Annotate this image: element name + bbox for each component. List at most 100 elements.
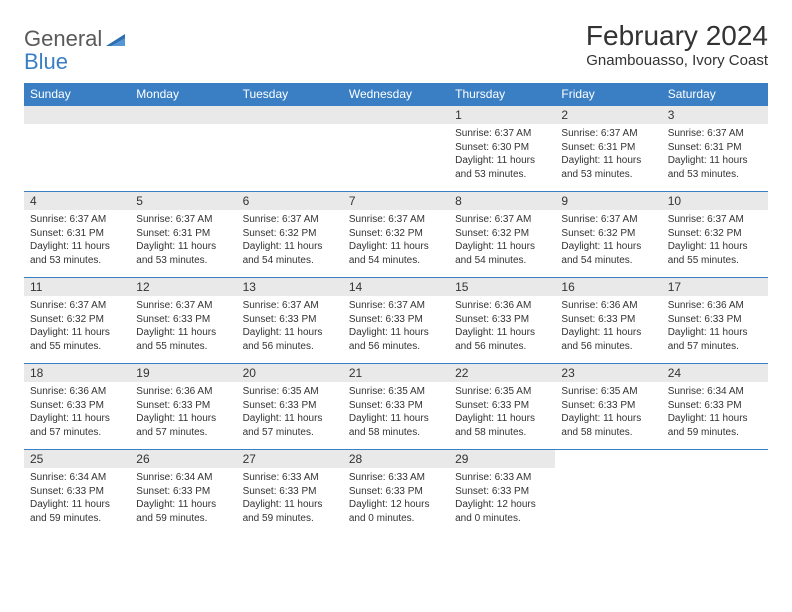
- day-number-empty: [555, 450, 661, 468]
- col-thursday: Thursday: [449, 83, 555, 106]
- day-details: Sunrise: 6:34 AMSunset: 6:33 PMDaylight:…: [662, 382, 768, 443]
- calendar-cell: 9Sunrise: 6:37 AMSunset: 6:32 PMDaylight…: [555, 192, 661, 278]
- col-tuesday: Tuesday: [237, 83, 343, 106]
- calendar-cell: 5Sunrise: 6:37 AMSunset: 6:31 PMDaylight…: [130, 192, 236, 278]
- day-number: 11: [24, 278, 130, 296]
- day-number: 29: [449, 450, 555, 468]
- day-number: 13: [237, 278, 343, 296]
- logo-triangle-icon: [106, 29, 126, 51]
- calendar-cell: 15Sunrise: 6:36 AMSunset: 6:33 PMDayligh…: [449, 278, 555, 364]
- calendar-cell: [662, 450, 768, 536]
- calendar-cell: 14Sunrise: 6:37 AMSunset: 6:33 PMDayligh…: [343, 278, 449, 364]
- calendar-cell: 11Sunrise: 6:37 AMSunset: 6:32 PMDayligh…: [24, 278, 130, 364]
- day-number: 6: [237, 192, 343, 210]
- day-number: 1: [449, 106, 555, 124]
- day-details: Sunrise: 6:35 AMSunset: 6:33 PMDaylight:…: [237, 382, 343, 443]
- day-number: 22: [449, 364, 555, 382]
- day-number: 24: [662, 364, 768, 382]
- calendar-cell: 19Sunrise: 6:36 AMSunset: 6:33 PMDayligh…: [130, 364, 236, 450]
- calendar-cell: 21Sunrise: 6:35 AMSunset: 6:33 PMDayligh…: [343, 364, 449, 450]
- day-details: Sunrise: 6:37 AMSunset: 6:32 PMDaylight:…: [237, 210, 343, 271]
- calendar-cell: [555, 450, 661, 536]
- location-subtitle: Gnambouasso, Ivory Coast: [586, 52, 768, 69]
- calendar-week-row: 4Sunrise: 6:37 AMSunset: 6:31 PMDaylight…: [24, 192, 768, 278]
- day-number: 4: [24, 192, 130, 210]
- calendar-cell: 10Sunrise: 6:37 AMSunset: 6:32 PMDayligh…: [662, 192, 768, 278]
- calendar-cell: 20Sunrise: 6:35 AMSunset: 6:33 PMDayligh…: [237, 364, 343, 450]
- calendar-table: Sunday Monday Tuesday Wednesday Thursday…: [24, 83, 768, 536]
- day-details: Sunrise: 6:37 AMSunset: 6:31 PMDaylight:…: [24, 210, 130, 271]
- day-number: 19: [130, 364, 236, 382]
- day-details: Sunrise: 6:37 AMSunset: 6:32 PMDaylight:…: [555, 210, 661, 271]
- day-number-empty: [343, 106, 449, 124]
- day-number-empty: [662, 450, 768, 468]
- day-details: Sunrise: 6:37 AMSunset: 6:33 PMDaylight:…: [237, 296, 343, 357]
- day-details: Sunrise: 6:34 AMSunset: 6:33 PMDaylight:…: [24, 468, 130, 529]
- day-details: Sunrise: 6:34 AMSunset: 6:33 PMDaylight:…: [130, 468, 236, 529]
- day-number: 7: [343, 192, 449, 210]
- day-details: Sunrise: 6:36 AMSunset: 6:33 PMDaylight:…: [449, 296, 555, 357]
- day-details: Sunrise: 6:37 AMSunset: 6:31 PMDaylight:…: [662, 124, 768, 185]
- col-sunday: Sunday: [24, 83, 130, 106]
- calendar-cell: 29Sunrise: 6:33 AMSunset: 6:33 PMDayligh…: [449, 450, 555, 536]
- day-details: Sunrise: 6:33 AMSunset: 6:33 PMDaylight:…: [343, 468, 449, 529]
- calendar-cell: 24Sunrise: 6:34 AMSunset: 6:33 PMDayligh…: [662, 364, 768, 450]
- day-number: 18: [24, 364, 130, 382]
- day-number: 9: [555, 192, 661, 210]
- day-number: 10: [662, 192, 768, 210]
- day-details: Sunrise: 6:33 AMSunset: 6:33 PMDaylight:…: [237, 468, 343, 529]
- day-details: Sunrise: 6:35 AMSunset: 6:33 PMDaylight:…: [555, 382, 661, 443]
- col-monday: Monday: [130, 83, 236, 106]
- calendar-cell: 6Sunrise: 6:37 AMSunset: 6:32 PMDaylight…: [237, 192, 343, 278]
- calendar-cell: 28Sunrise: 6:33 AMSunset: 6:33 PMDayligh…: [343, 450, 449, 536]
- day-details: Sunrise: 6:35 AMSunset: 6:33 PMDaylight:…: [449, 382, 555, 443]
- day-details: Sunrise: 6:37 AMSunset: 6:30 PMDaylight:…: [449, 124, 555, 185]
- calendar-week-row: 25Sunrise: 6:34 AMSunset: 6:33 PMDayligh…: [24, 450, 768, 536]
- calendar-week-row: 11Sunrise: 6:37 AMSunset: 6:32 PMDayligh…: [24, 278, 768, 364]
- calendar-cell: 8Sunrise: 6:37 AMSunset: 6:32 PMDaylight…: [449, 192, 555, 278]
- day-number: 27: [237, 450, 343, 468]
- calendar-cell: [343, 106, 449, 192]
- calendar-cell: 4Sunrise: 6:37 AMSunset: 6:31 PMDaylight…: [24, 192, 130, 278]
- calendar-cell: 17Sunrise: 6:36 AMSunset: 6:33 PMDayligh…: [662, 278, 768, 364]
- day-details: Sunrise: 6:37 AMSunset: 6:32 PMDaylight:…: [662, 210, 768, 271]
- day-details: Sunrise: 6:37 AMSunset: 6:32 PMDaylight:…: [24, 296, 130, 357]
- calendar-cell: 2Sunrise: 6:37 AMSunset: 6:31 PMDaylight…: [555, 106, 661, 192]
- weekday-header-row: Sunday Monday Tuesday Wednesday Thursday…: [24, 83, 768, 106]
- calendar-cell: 26Sunrise: 6:34 AMSunset: 6:33 PMDayligh…: [130, 450, 236, 536]
- col-saturday: Saturday: [662, 83, 768, 106]
- day-details: Sunrise: 6:37 AMSunset: 6:31 PMDaylight:…: [555, 124, 661, 185]
- day-details: Sunrise: 6:37 AMSunset: 6:32 PMDaylight:…: [343, 210, 449, 271]
- day-number-empty: [24, 106, 130, 124]
- day-details: Sunrise: 6:37 AMSunset: 6:33 PMDaylight:…: [343, 296, 449, 357]
- calendar-cell: 7Sunrise: 6:37 AMSunset: 6:32 PMDaylight…: [343, 192, 449, 278]
- calendar-cell: 3Sunrise: 6:37 AMSunset: 6:31 PMDaylight…: [662, 106, 768, 192]
- calendar-cell: 23Sunrise: 6:35 AMSunset: 6:33 PMDayligh…: [555, 364, 661, 450]
- day-details: Sunrise: 6:36 AMSunset: 6:33 PMDaylight:…: [130, 382, 236, 443]
- calendar-cell: 12Sunrise: 6:37 AMSunset: 6:33 PMDayligh…: [130, 278, 236, 364]
- calendar-cell: 25Sunrise: 6:34 AMSunset: 6:33 PMDayligh…: [24, 450, 130, 536]
- logo: GeneralBlue: [24, 28, 126, 73]
- day-number-empty: [130, 106, 236, 124]
- page-title: February 2024: [586, 20, 768, 52]
- calendar-cell: [237, 106, 343, 192]
- calendar-cell: 22Sunrise: 6:35 AMSunset: 6:33 PMDayligh…: [449, 364, 555, 450]
- day-details: Sunrise: 6:36 AMSunset: 6:33 PMDaylight:…: [24, 382, 130, 443]
- day-details: Sunrise: 6:37 AMSunset: 6:33 PMDaylight:…: [130, 296, 236, 357]
- day-details: Sunrise: 6:37 AMSunset: 6:31 PMDaylight:…: [130, 210, 236, 271]
- calendar-cell: [130, 106, 236, 192]
- day-number: 5: [130, 192, 236, 210]
- day-number: 14: [343, 278, 449, 296]
- calendar-week-row: 1Sunrise: 6:37 AMSunset: 6:30 PMDaylight…: [24, 106, 768, 192]
- day-number: 12: [130, 278, 236, 296]
- logo-text-2: Blue: [24, 49, 68, 74]
- calendar-cell: [24, 106, 130, 192]
- day-details: Sunrise: 6:33 AMSunset: 6:33 PMDaylight:…: [449, 468, 555, 529]
- day-details: Sunrise: 6:36 AMSunset: 6:33 PMDaylight:…: [662, 296, 768, 357]
- day-number: 26: [130, 450, 236, 468]
- day-number: 21: [343, 364, 449, 382]
- day-number: 17: [662, 278, 768, 296]
- calendar-cell: 1Sunrise: 6:37 AMSunset: 6:30 PMDaylight…: [449, 106, 555, 192]
- calendar-cell: 27Sunrise: 6:33 AMSunset: 6:33 PMDayligh…: [237, 450, 343, 536]
- day-number: 28: [343, 450, 449, 468]
